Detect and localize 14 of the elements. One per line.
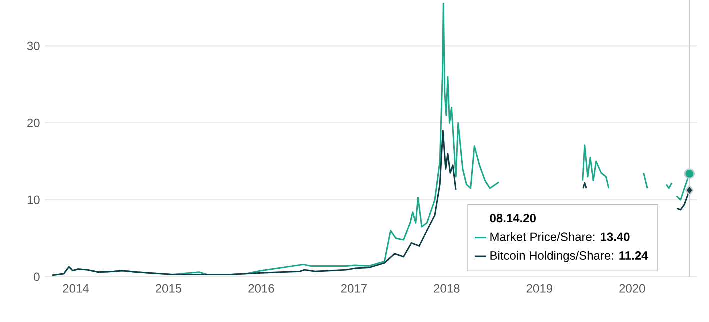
x-tick-label: 2016 (248, 284, 274, 293)
y-tick-label: 30 (27, 42, 40, 50)
x-tick-label: 2019 (526, 284, 552, 293)
legend-title: 08.14.20 (490, 214, 536, 223)
x-tick-label: 2018 (434, 284, 460, 293)
x-tick-label: 2020 (620, 284, 646, 293)
y-tick-label: 20 (28, 118, 40, 128)
legend-label: Bitcoin Holdings/Share: 11.24 (490, 251, 648, 262)
y-tick-label: 0 (34, 272, 40, 282)
y-tick-label: 10 (28, 196, 40, 204)
x-tick-label: 2017 (341, 284, 367, 293)
x-tick-label: 2015 (156, 284, 182, 293)
x-tick-label: 2014 (63, 284, 89, 293)
legend-label: Market Price/Share: 13.40 (490, 232, 630, 242)
